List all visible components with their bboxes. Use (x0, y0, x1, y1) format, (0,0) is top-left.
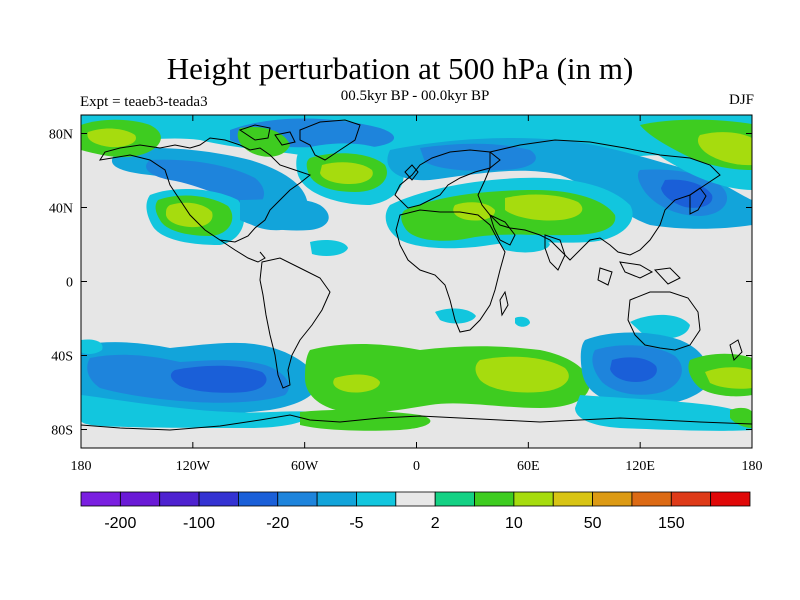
contour-region (505, 194, 583, 221)
contour-region (146, 159, 265, 208)
india-coast (544, 234, 566, 271)
southeast-asia-islands (597, 261, 681, 286)
contour-region (515, 316, 530, 327)
south-america-coast (259, 257, 331, 389)
contour-region (165, 202, 213, 228)
madagascar-coast (499, 290, 509, 317)
lat-tick-label: 40S (51, 350, 73, 365)
contour-region (81, 395, 311, 428)
colorbar-swatch (198, 491, 239, 507)
contour-region (420, 143, 536, 171)
greenland-coast (299, 119, 361, 161)
colorbar-swatch (238, 491, 279, 507)
colorbar-swatch (552, 491, 593, 507)
season-label: DJF (728, 92, 754, 108)
australia-coast (627, 291, 701, 351)
lon-tick-label: 60W (291, 459, 319, 474)
japan-coast (689, 187, 707, 215)
contour-region (300, 409, 431, 431)
contour-region (435, 308, 476, 324)
contour-region (495, 234, 550, 253)
lat-tick-label: 80S (51, 424, 73, 439)
lon-tick-label: 120W (176, 459, 211, 474)
lon-tick-label: 180 (71, 459, 92, 474)
lat-tick-label: 80N (49, 128, 73, 143)
asia-coast (477, 139, 721, 261)
colorbar-swatch (316, 491, 357, 507)
new-zealand-coast (729, 339, 743, 361)
contour-region (730, 407, 752, 428)
antarctica-coast (81, 414, 752, 431)
experiment-label: Expt = teaeb3-teada3 (80, 94, 208, 110)
colorbar: -200 -100 -20 -5 2 10 50 150 (80, 491, 751, 532)
longitude-axis: 180 120W 60W 0 60E 120E 180 (71, 115, 763, 474)
colorbar-tick-label: -20 (266, 515, 289, 532)
plot-title: Height perturbation at 500 hPa (in m) (166, 51, 634, 86)
colorbar-swatch (474, 491, 515, 507)
coastlines (81, 119, 752, 431)
contour-region (453, 202, 496, 221)
contour-region (320, 162, 373, 184)
contour-region (697, 132, 752, 166)
contour-region (87, 128, 136, 148)
north-america-coast (98, 137, 312, 243)
contour-region (333, 374, 380, 393)
lat-tick-label: 40N (49, 202, 73, 217)
contour-region (170, 365, 267, 393)
contour-region (310, 240, 348, 256)
colorbar-swatch (356, 491, 397, 507)
colorbar-swatch (670, 491, 712, 507)
contour-region (610, 357, 657, 382)
colorbar-swatch (159, 491, 200, 507)
central-america-coast (219, 239, 266, 263)
contour-region (705, 367, 752, 389)
europe-coast (394, 149, 501, 209)
colorbar-tick-label: 10 (505, 515, 523, 532)
colorbar-tick-label: -100 (183, 515, 215, 532)
colorbar-swatch (710, 491, 751, 507)
lon-tick-label: 60E (517, 459, 540, 474)
colorbar-tick-label: -200 (104, 515, 136, 532)
colorbar-swatch (631, 491, 672, 507)
colorbar-tick-label: 50 (584, 515, 602, 532)
lat-tick-label: 0 (66, 276, 73, 291)
plot-subtitle: 00.5kyr BP - 00.0kyr BP (340, 88, 490, 104)
colorbar-tick-label: 150 (658, 515, 685, 532)
lon-tick-label: 180 (742, 459, 763, 474)
colorbar-swatch (277, 491, 318, 507)
contour-region (630, 314, 690, 339)
contour-region (475, 356, 569, 393)
arctic-islands (238, 124, 296, 146)
lon-tick-label: 120E (625, 459, 655, 474)
colorbar-swatch (434, 491, 475, 507)
colorbar-swatch (592, 491, 633, 507)
colorbar-tick-label: 2 (431, 515, 440, 532)
contour-region (81, 339, 103, 355)
colorbar-swatch (513, 491, 554, 507)
colorbar-swatch (119, 491, 161, 507)
britain-coast (404, 164, 419, 181)
latitude-axis: 80N 40N 0 40S 80S (49, 128, 752, 439)
colorbar-tick-label: -5 (349, 515, 363, 532)
arabia-coast (489, 214, 516, 246)
colorbar-swatch (80, 491, 121, 507)
colorbar-swatch (395, 491, 436, 507)
africa-coast (395, 209, 506, 333)
lon-tick-label: 0 (413, 459, 420, 474)
